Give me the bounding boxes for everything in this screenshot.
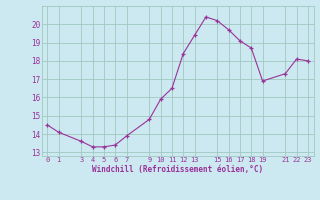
- X-axis label: Windchill (Refroidissement éolien,°C): Windchill (Refroidissement éolien,°C): [92, 165, 263, 174]
